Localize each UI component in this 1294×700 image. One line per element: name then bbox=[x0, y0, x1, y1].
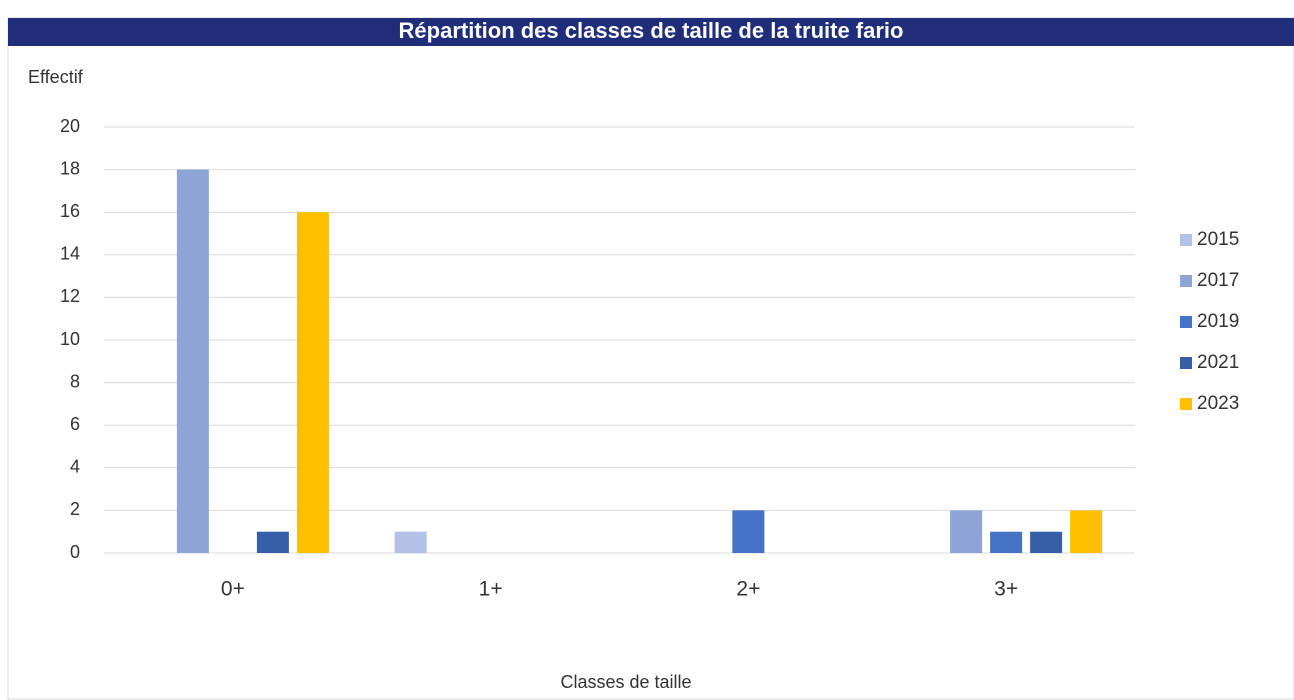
legend-swatch bbox=[1180, 398, 1192, 410]
bar bbox=[256, 531, 289, 553]
bar bbox=[394, 531, 427, 553]
bar bbox=[1070, 510, 1103, 553]
bar bbox=[950, 510, 983, 553]
legend-swatch bbox=[1180, 357, 1192, 369]
bar bbox=[990, 531, 1023, 553]
legend-label: 2023 bbox=[1197, 393, 1239, 414]
x-tick-label: 3+ bbox=[994, 578, 1018, 601]
y-axis-label: Effectif bbox=[28, 67, 84, 87]
bar bbox=[176, 169, 209, 553]
bar bbox=[1030, 531, 1063, 553]
y-tick-label: 16 bbox=[60, 201, 80, 221]
y-tick-label: 2 bbox=[70, 499, 80, 519]
y-tick-label: 4 bbox=[70, 457, 80, 477]
y-tick-label: 12 bbox=[60, 286, 80, 306]
x-tick-label: 1+ bbox=[479, 578, 503, 601]
y-tick-label: 14 bbox=[60, 244, 80, 264]
bar bbox=[732, 510, 765, 553]
y-tick-label: 18 bbox=[60, 158, 80, 178]
y-tick-label: 8 bbox=[70, 371, 80, 391]
x-tick-label: 0+ bbox=[221, 578, 245, 601]
legend-swatch bbox=[1180, 234, 1192, 246]
legend-label: 2019 bbox=[1197, 311, 1239, 332]
chart-title: Répartition des classes de taille de la … bbox=[399, 18, 904, 43]
title-banner bbox=[8, 18, 1294, 46]
x-axis-label: Classes de taille bbox=[560, 672, 691, 692]
legend-label: 2015 bbox=[1197, 229, 1239, 250]
y-tick-label: 6 bbox=[70, 414, 80, 434]
bar bbox=[296, 212, 329, 553]
chart-frame bbox=[7, 17, 1294, 700]
legend-label: 2021 bbox=[1197, 352, 1239, 373]
legend-swatch bbox=[1180, 275, 1192, 287]
y-tick-label: 20 bbox=[60, 116, 80, 136]
y-tick-label: 10 bbox=[60, 329, 80, 349]
legend-label: 2017 bbox=[1197, 270, 1239, 291]
y-tick-label: 0 bbox=[70, 542, 80, 562]
legend-swatch bbox=[1180, 316, 1192, 328]
x-tick-label: 2+ bbox=[736, 578, 760, 601]
